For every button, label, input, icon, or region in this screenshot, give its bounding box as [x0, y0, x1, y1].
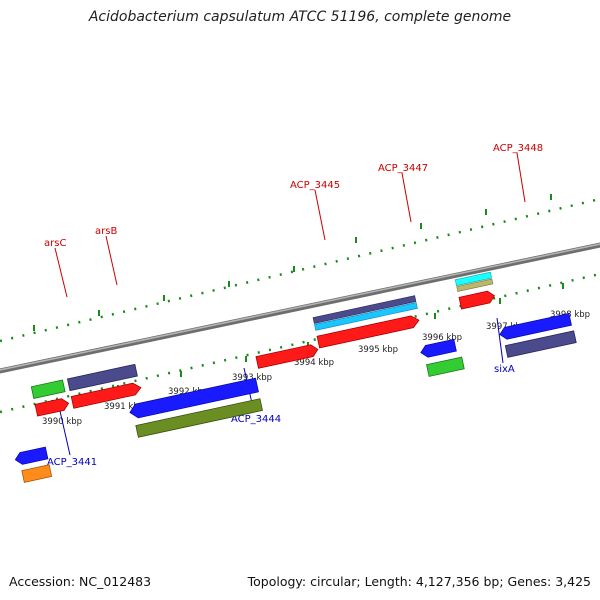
gene-slate-partial-right	[504, 330, 577, 358]
gene-acp3444-blue	[129, 377, 259, 419]
gene-acp3447-cyan	[314, 302, 418, 331]
gene-arsc-green	[30, 379, 66, 399]
gene-acp3448-tan	[456, 278, 494, 292]
gene-acp3445	[255, 344, 319, 369]
gene-label-acp3444: ACP_3444	[231, 414, 281, 425]
arsb-leader	[105, 235, 118, 286]
acp3441-leader	[59, 410, 71, 456]
gene-acp3447-red	[316, 315, 420, 349]
gene-label-acp3445: ACP_3445	[290, 180, 340, 191]
gene-acp3441-blue	[14, 446, 49, 465]
gene-label-sixa: sixA	[494, 364, 515, 375]
axis-label: 3991 kbp	[104, 402, 144, 412]
sequence-backbone-highlight	[0, 243, 600, 371]
axis-label: 3992 kbp	[168, 387, 208, 397]
figure-title: Acidobacterium capsulatum ATCC 51196, co…	[88, 9, 512, 25]
gene-arsb-slate	[66, 363, 138, 392]
axis-label: 3994 kbp	[294, 358, 334, 368]
gene-features	[14, 271, 577, 483]
gene-acp3447-slate	[312, 295, 417, 324]
gene-label-acp3448: ACP_3448	[493, 143, 543, 154]
acp3447-leader	[401, 172, 412, 223]
gene-arsc-red	[34, 398, 70, 417]
gene-sixa-blue	[420, 338, 457, 358]
forward-tick-track	[0, 197, 600, 343]
reverse-tick-track	[0, 272, 600, 414]
genome-summary-text: Topology: circular; Length: 4,127,356 bp…	[247, 574, 591, 589]
gene-blue-partial-right	[499, 312, 572, 340]
axis-label: 3995 kbp	[358, 345, 398, 355]
gene-label-arsb: arsB	[95, 226, 117, 237]
gene-acp3441-orange	[21, 464, 53, 483]
gene-acp3444-olive	[135, 398, 263, 438]
gene-sixa-green	[426, 356, 465, 377]
axis-label: 3993 kbp	[232, 373, 272, 383]
gene-label-acp3447: ACP_3447	[378, 163, 428, 174]
axis-label: 3996 kbp	[422, 333, 462, 343]
arsc-leader	[54, 247, 68, 298]
gene-acp3448-red	[458, 290, 496, 310]
gene-arsb-red	[70, 382, 142, 409]
sequence-backbone	[0, 242, 600, 374]
gene-label-arsc: arsC	[44, 238, 66, 249]
gene-acp3448-cyan	[454, 271, 493, 286]
accession-text: Accession: NC_012483	[9, 574, 152, 589]
gene-label-acp3441: ACP_3441	[47, 457, 97, 468]
sixa-leader	[496, 317, 504, 364]
acp3448-leader	[516, 152, 526, 203]
acp3445-leader	[314, 189, 326, 241]
axis-label: 3998 kbp	[550, 310, 590, 320]
